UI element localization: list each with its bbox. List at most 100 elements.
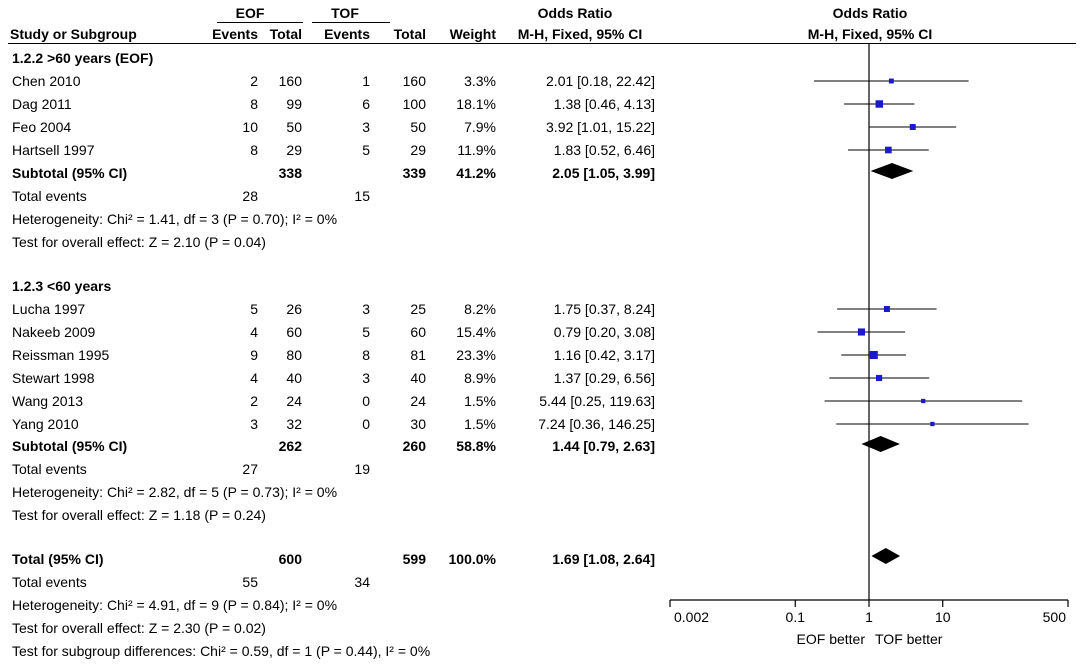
col-study-header: Study or Subgroup xyxy=(10,26,137,42)
study-name: Lucha 1997 xyxy=(12,301,86,317)
heterogeneity-text: Heterogeneity: Chi² = 4.91, df = 9 (P = … xyxy=(12,597,338,613)
total2-cell: 25 xyxy=(410,301,426,317)
pooled-diamond xyxy=(870,163,914,179)
effect-square xyxy=(885,146,892,154)
overall-effect-text: Test for overall effect: Z = 2.30 (P = 0… xyxy=(12,620,266,636)
total1-cell: 160 xyxy=(278,73,302,89)
total1-cell: 80 xyxy=(286,347,302,363)
events2-cell: 0 xyxy=(362,416,370,432)
total-total1: 600 xyxy=(278,551,302,567)
favours-right-label: TOF better xyxy=(875,631,943,647)
weight-cell: 15.4% xyxy=(456,324,496,340)
x-tick-label: 10 xyxy=(935,609,951,625)
total1-cell: 40 xyxy=(286,370,302,386)
total-events1: 55 xyxy=(242,574,258,590)
or-title-left: Odds Ratio xyxy=(537,5,613,21)
ci-cell: 1.38 [0.46, 4.13] xyxy=(553,96,655,112)
total-total2: 599 xyxy=(402,551,426,567)
total-label: Total (95% CI) xyxy=(12,551,104,567)
effect-square xyxy=(875,100,884,108)
heterogeneity-text: Heterogeneity: Chi² = 2.82, df = 5 (P = … xyxy=(12,484,338,500)
total1-cell: 29 xyxy=(286,142,302,158)
ci-cell: 1.16 [0.42, 3.17] xyxy=(553,347,655,363)
study-name: Wang 2013 xyxy=(12,393,84,409)
total-events-label: Total events xyxy=(12,188,87,204)
col-events2-header: Events xyxy=(324,26,370,42)
total2-cell: 24 xyxy=(410,393,426,409)
total1-cell: 50 xyxy=(286,119,302,135)
col-method-right-header: M-H, Fixed, 95% CI xyxy=(807,26,933,42)
events2-cell: 6 xyxy=(362,96,370,112)
weight-cell: 23.3% xyxy=(456,347,496,363)
subtotal-total2: 260 xyxy=(402,438,426,454)
total1-cell: 60 xyxy=(286,324,302,340)
events1-cell: 5 xyxy=(250,301,258,317)
events2-cell: 3 xyxy=(362,119,370,135)
weight-cell: 1.5% xyxy=(464,416,496,432)
total1-cell: 24 xyxy=(286,393,302,409)
study-name: Reissman 1995 xyxy=(12,347,110,363)
subtotal-label: Subtotal (95% CI) xyxy=(12,438,128,454)
study-name: Nakeeb 2009 xyxy=(12,324,96,340)
events1-cell: 2 xyxy=(250,73,258,89)
weight-cell: 1.5% xyxy=(464,393,496,409)
total2-cell: 160 xyxy=(402,73,426,89)
events1-cell: 9 xyxy=(250,347,258,363)
subtotal-ci: 2.05 [1.05, 3.99] xyxy=(552,165,655,181)
x-tick-label: 0.002 xyxy=(674,609,709,625)
subtotal-weight: 41.2% xyxy=(456,165,496,181)
subgroup-title: 1.2.3 <60 years xyxy=(12,278,112,294)
total1-cell: 99 xyxy=(286,96,302,112)
heterogeneity-text: Heterogeneity: Chi² = 1.41, df = 3 (P = … xyxy=(12,211,338,227)
effect-square xyxy=(921,398,926,404)
ci-cell: 5.44 [0.25, 119.63] xyxy=(539,393,655,409)
overall-effect-text: Test for overall effect: Z = 2.10 (P = 0… xyxy=(12,234,266,250)
total-events-label: Total events xyxy=(12,461,87,477)
or-title-right: Odds Ratio xyxy=(832,5,908,21)
weight-cell: 11.9% xyxy=(457,142,496,158)
total1-cell: 26 xyxy=(286,301,302,317)
subtotal-total1: 262 xyxy=(278,438,302,454)
study-name: Stewart 1998 xyxy=(12,370,95,386)
total-weight: 100.0% xyxy=(448,551,496,567)
study-name: Hartsell 1997 xyxy=(12,142,95,158)
events1-cell: 2 xyxy=(250,393,258,409)
group2-header: TOF xyxy=(331,5,359,21)
total2-cell: 81 xyxy=(410,347,426,363)
events1-cell: 3 xyxy=(250,416,258,432)
total-ci: 1.69 [1.08, 2.64] xyxy=(552,551,655,567)
total-events2: 19 xyxy=(354,461,370,477)
events2-cell: 0 xyxy=(362,393,370,409)
total2-cell: 50 xyxy=(410,119,426,135)
study-name: Feo 2004 xyxy=(12,119,72,135)
total-events2: 15 xyxy=(354,188,370,204)
ci-cell: 0.79 [0.20, 3.08] xyxy=(553,324,655,340)
events2-cell: 5 xyxy=(362,142,370,158)
total2-cell: 29 xyxy=(410,142,426,158)
weight-cell: 7.9% xyxy=(464,119,496,135)
col-total2-header: Total xyxy=(393,26,426,42)
events2-cell: 8 xyxy=(362,347,370,363)
subtotal-total2: 339 xyxy=(402,165,426,181)
favours-left-label: EOF better xyxy=(797,631,866,647)
total2-cell: 40 xyxy=(410,370,426,386)
total2-cell: 100 xyxy=(402,96,426,112)
group2-underline xyxy=(312,22,390,23)
subtotal-label: Subtotal (95% CI) xyxy=(12,165,128,181)
x-tick-label: 1 xyxy=(865,609,873,625)
pooled-diamond xyxy=(871,548,901,564)
x-tick-label: 500 xyxy=(1043,609,1067,625)
events1-cell: 4 xyxy=(250,370,258,386)
subgroup-differences-text: Test for subgroup differences: Chi² = 0.… xyxy=(12,643,431,659)
effect-square xyxy=(909,124,916,130)
pooled-diamond xyxy=(861,436,900,452)
weight-cell: 8.2% xyxy=(464,301,496,317)
effect-square xyxy=(930,421,935,427)
ci-cell: 3.92 [1.01, 15.22] xyxy=(546,119,655,135)
effect-square xyxy=(883,305,890,313)
subgroup-title: 1.2.2 >60 years (EOF) xyxy=(12,50,154,66)
events2-cell: 5 xyxy=(362,324,370,340)
ci-cell: 7.24 [0.36, 146.25] xyxy=(538,416,655,432)
